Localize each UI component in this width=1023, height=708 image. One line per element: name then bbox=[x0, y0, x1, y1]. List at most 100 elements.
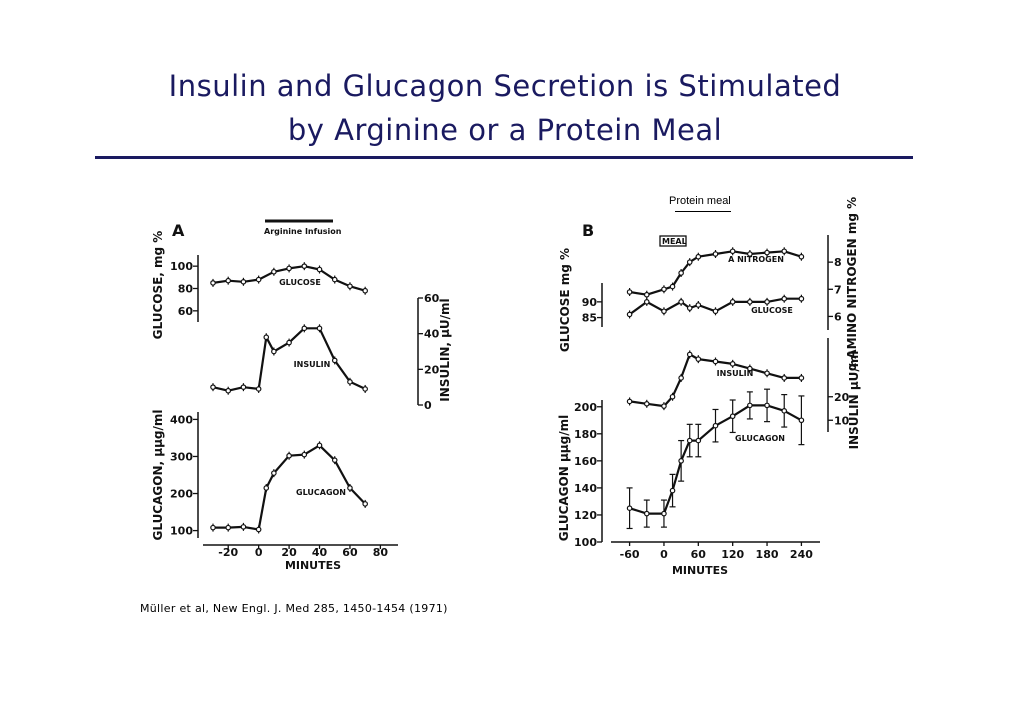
panel-a-x-tick-label: 40 bbox=[312, 546, 328, 559]
panel-b-sub-3-data-point bbox=[712, 358, 719, 365]
panel-a-sub-2-data-point bbox=[286, 339, 292, 346]
panel-b-sub-4-y-tick-label: 120 bbox=[574, 509, 597, 522]
protein-meal-underline bbox=[675, 211, 731, 212]
panel-b-sub-4-data-point bbox=[729, 413, 736, 420]
panel-a-sub-3-data-point bbox=[210, 524, 216, 531]
panel-b-sub-1-data-point bbox=[626, 289, 633, 295]
panel-a-sub-3-data-point bbox=[255, 526, 262, 533]
panel-b-sub-2-data-point bbox=[712, 308, 719, 315]
panel-a-sub-1-data-point bbox=[255, 276, 262, 283]
title-divider bbox=[95, 156, 913, 159]
panel-b-sub-3-data-point bbox=[661, 403, 667, 409]
panel-b-sub-2-data-point bbox=[678, 299, 684, 305]
panel-a-label: A bbox=[172, 221, 185, 240]
panel-a-x-tick-label: 20 bbox=[281, 546, 297, 559]
panel-a-sub-3-data-point bbox=[347, 485, 353, 491]
panel-b-sub-2-y-tick-label: 85 bbox=[582, 312, 597, 325]
panel-b-sub-1-y-label: α AMINO NITROGEN mg % bbox=[845, 197, 859, 371]
panel-a-sub-3-data-point bbox=[225, 524, 232, 531]
panel-a-sub-1-data-point bbox=[331, 276, 338, 283]
panel-a-sub-3-y-tick-label: 200 bbox=[170, 488, 193, 501]
panel-a-sub-2-y-label: INSULIN, μU/ml bbox=[438, 298, 452, 401]
panel-b-sub-1-y-tick-label: 8 bbox=[834, 256, 842, 269]
panel-b-sub-1-data-point bbox=[747, 251, 753, 257]
panel-a-sub-2-y-tick-label: 20 bbox=[424, 363, 440, 376]
panel-a-x-label: MINUTES bbox=[285, 559, 341, 572]
panel-b-sub-3-data-point bbox=[669, 393, 676, 400]
panel-b-sub-1-series-label: A NITROGEN bbox=[728, 255, 784, 264]
panel-a-sub-3-data-point bbox=[331, 457, 338, 463]
panel-b-sub-1-data-point bbox=[695, 253, 702, 260]
panel-b-sub-4-data-point bbox=[798, 417, 805, 424]
panel-b-x-tick-label: 120 bbox=[721, 548, 744, 561]
panel-b-sub-2-data-point bbox=[747, 299, 753, 305]
panel-b-sub-2-series-label: GLUCOSE bbox=[751, 306, 793, 315]
panel-b-sub-1-data-point bbox=[643, 291, 650, 298]
panel-a-sub-1-data-point bbox=[347, 283, 353, 290]
panel-a-x-tick-label: 0 bbox=[255, 546, 263, 559]
panel-b-sub-3-y-tick-label: 20 bbox=[834, 391, 850, 404]
panel-b-sub-4-y-tick-label: 100 bbox=[574, 536, 597, 549]
panel-a-x-tick-label: -20 bbox=[218, 546, 238, 559]
panel-b-sub-1-data-point bbox=[661, 286, 667, 293]
panel-a-sub-3-y-label: GLUCAGON, μμg/ml bbox=[151, 410, 165, 541]
panel-b-sub-4-data-point bbox=[764, 402, 770, 409]
panel-b-sub-2-data-point bbox=[798, 295, 805, 302]
panel-a-sub-3-data-point bbox=[286, 452, 292, 459]
panel-a-sub-2-data-point bbox=[331, 357, 338, 364]
panel-b-sub-3-y-tick-label: 10 bbox=[834, 414, 850, 427]
panel-b-sub-1-data-point bbox=[764, 249, 770, 256]
panel-a-sub-3-data-point bbox=[263, 485, 270, 491]
panel-a-sub-2-y-tick-label: 0 bbox=[424, 399, 432, 412]
panel-b-sub-3-data-point bbox=[798, 375, 805, 381]
panel-a-sub-2-data-point bbox=[210, 384, 216, 390]
panel-b-x-label: MINUTES bbox=[672, 564, 728, 577]
title-line-2: by Arginine or a Protein Meal bbox=[287, 113, 723, 147]
panel-a-sub-2-data-point bbox=[347, 379, 353, 385]
panel-b-sub-3-series-label: INSULIN bbox=[717, 369, 754, 378]
panel-b-sub-4-data-point bbox=[643, 510, 650, 517]
panel-b-sub-2-data-point bbox=[695, 302, 702, 308]
panel-a-sub-1-y-tick-label: 100 bbox=[170, 260, 193, 273]
panel-a-sub-1-data-point bbox=[301, 263, 308, 269]
panel-b-x-tick-label: 240 bbox=[790, 548, 813, 561]
panel-b-x-tick-label: 180 bbox=[756, 548, 779, 561]
panel-b-sub-1-data-point bbox=[686, 259, 693, 265]
panel-b-sub-1-y-tick-label: 7 bbox=[834, 283, 842, 296]
slide-title: Insulin and Glucagon Secretion is Stimul… bbox=[96, 64, 914, 152]
panel-b-sub-2-series-line bbox=[628, 297, 802, 316]
panel-a-sub-1-data-point bbox=[286, 265, 292, 272]
panel-b-sub-2-data-point bbox=[781, 295, 788, 302]
panel-b-sub-4-data-point bbox=[669, 487, 676, 494]
title-line-1: Insulin and Glucagon Secretion is Stimul… bbox=[168, 69, 842, 103]
panel-b-sub-4-y-tick-label: 180 bbox=[574, 428, 597, 441]
panel-b-sub-3-data-point bbox=[643, 400, 650, 407]
panel-b-sub-4-data-point bbox=[695, 437, 702, 444]
panel-b-sub-4-y-label: GLUCAGON μμg/ml bbox=[557, 415, 571, 541]
panel-b-sub-2-data-point bbox=[643, 299, 650, 305]
panel-a-sub-3-y-tick-label: 400 bbox=[170, 413, 193, 426]
panel-a-sub-2-data-point bbox=[225, 387, 232, 394]
panel-b-sub-3-y-label: INSULIN μU/ml bbox=[847, 351, 861, 450]
panel-a-sub-3-data-point bbox=[301, 451, 308, 458]
panel-a-sub-1-data-point bbox=[316, 266, 323, 273]
panel-a-sub-3-data-point bbox=[362, 501, 368, 507]
panel-b-sub-2-data-point bbox=[764, 299, 770, 305]
panel-a-sub-3-y-tick-label: 300 bbox=[170, 450, 193, 463]
panel-b-sub-2-data-point bbox=[626, 311, 633, 318]
panel-a-sub-2-data-point bbox=[301, 325, 308, 332]
panel-a-sub-3-data-point bbox=[316, 442, 323, 449]
panel-a-sub-1-data-point bbox=[240, 278, 247, 285]
panel-b-sub-1-data-point bbox=[669, 283, 676, 290]
panel-b-sub-4-data-point bbox=[626, 505, 633, 511]
panel-b-sub-3-data-point bbox=[747, 365, 753, 372]
panel-a-sub-2-data-point bbox=[271, 348, 277, 355]
panel-a-x-tick-label: 60 bbox=[342, 546, 358, 559]
panel-b-sub-2-y-tick-label: 90 bbox=[582, 296, 598, 309]
panel-b-sub-2-data-point bbox=[729, 299, 736, 305]
panel-a-sub-1-y-tick-label: 60 bbox=[178, 305, 194, 318]
panel-b-sub-3-data-point bbox=[626, 398, 633, 405]
panel-a-sub-2-y-tick-label: 40 bbox=[424, 328, 440, 341]
panel-a-sub-3-series-label: GLUCAGON bbox=[296, 488, 346, 497]
panel-b-sub-1-data-point bbox=[678, 270, 684, 276]
